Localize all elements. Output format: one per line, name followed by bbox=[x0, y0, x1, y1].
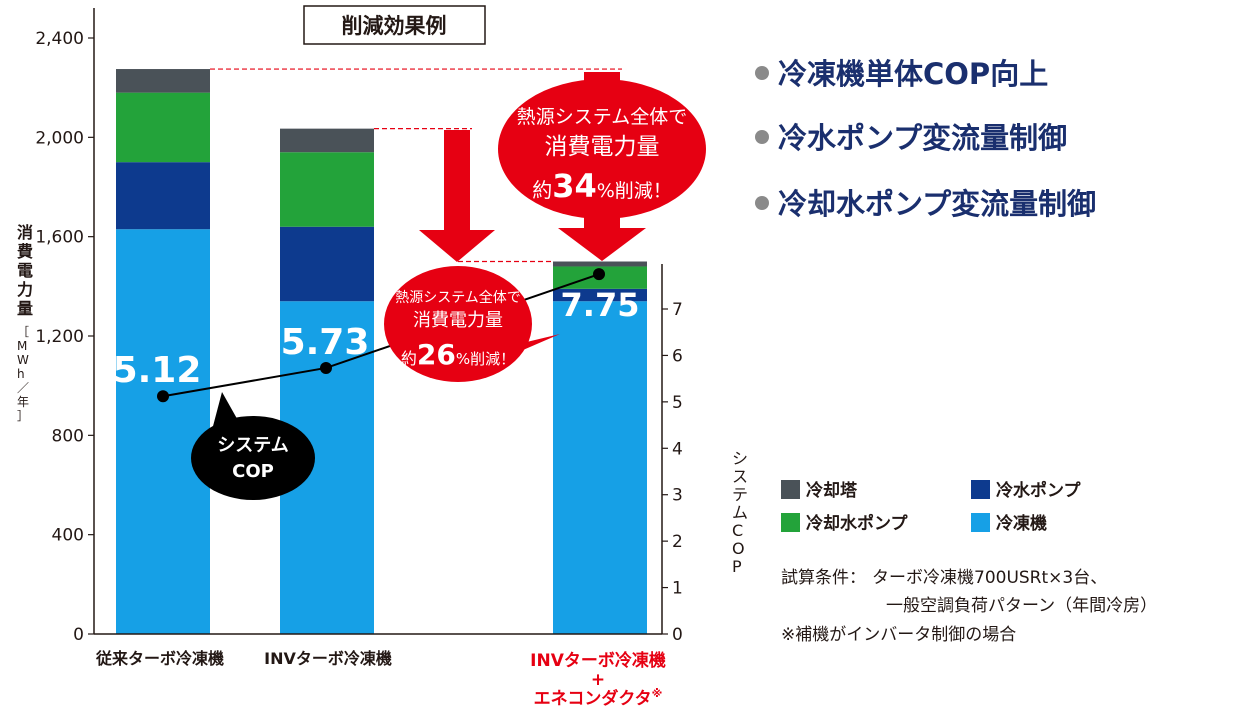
calc-conditions: 試算条件： ターボ冷凍機700USRt×3台、 一般空調負荷パターン（年間冷房）… bbox=[781, 568, 1157, 645]
callout-34-line2: 消費電力量 bbox=[545, 134, 660, 160]
highlight-line3: エネコンダクタ※ bbox=[534, 687, 663, 709]
right-tick-label: 2 bbox=[672, 532, 683, 552]
right-tick-label: 1 bbox=[672, 579, 683, 599]
feature-bullets: 冷凍機単体COP向上 冷水ポンプ変流量制御 冷却水ポンプ変流量制御 bbox=[755, 57, 1096, 221]
cop-line-layer: 5.12 5.73 7.75 bbox=[113, 268, 640, 403]
callout-26-line2: 消費電力量 bbox=[413, 310, 503, 331]
right-tick-label: 6 bbox=[672, 346, 683, 366]
cop-value-label: 5.73 bbox=[281, 322, 370, 363]
right-axis-ticks: 0 1 2 3 4 5 6 7 bbox=[662, 300, 683, 645]
bar-segment bbox=[116, 92, 210, 163]
cop-bubble-line1: システム bbox=[217, 435, 288, 456]
left-axis-ticks: 0 400 800 1,200 1,600 2,000 2,400 bbox=[35, 29, 94, 645]
legend-label-chilled-pump: 冷水ポンプ bbox=[996, 480, 1081, 501]
callout-34-line3: 約34%削減！ bbox=[532, 167, 672, 205]
cop-bubble-line2: COP bbox=[232, 461, 274, 482]
bar-segment bbox=[116, 69, 210, 93]
cop-point bbox=[320, 361, 332, 374]
conditions-line1: ターボ冷凍機700USRt×3台、 bbox=[872, 568, 1107, 588]
bar-segment bbox=[280, 152, 374, 227]
callout-26-line1: 熱源システム全体で bbox=[395, 289, 521, 306]
callout-26: 熱源システム全体で 消費電力量 約26%削減！ bbox=[384, 266, 560, 382]
bar-segment bbox=[553, 288, 647, 302]
left-axis-label: 消費電力量 bbox=[17, 223, 33, 318]
conditions-label: 試算条件： bbox=[781, 568, 866, 588]
category-label-highlight: INVターボ冷凍機 + エネコンダクタ※ bbox=[530, 650, 666, 709]
left-tick-label: 2,400 bbox=[35, 29, 84, 49]
legend-label-chiller: 冷凍機 bbox=[996, 513, 1047, 534]
cop-value-label: 5.12 bbox=[113, 350, 202, 391]
category-label-conventional: 従来ターボ冷凍機 bbox=[95, 649, 224, 668]
left-tick-label: 2,000 bbox=[35, 128, 84, 148]
cop-point bbox=[593, 268, 605, 281]
legend-label-cooling-tower: 冷却塔 bbox=[806, 480, 858, 501]
cop-value-label: 7.75 bbox=[561, 286, 640, 324]
legend-swatch-chiller bbox=[971, 513, 990, 532]
left-tick-label: 0 bbox=[73, 625, 84, 645]
guide-lines bbox=[210, 68, 622, 263]
reduction-arrow-26 bbox=[419, 130, 495, 262]
legend-label-cooling-pump: 冷却水ポンプ bbox=[806, 513, 908, 534]
left-tick-label: 1,600 bbox=[35, 228, 84, 248]
cop-line bbox=[162, 273, 600, 398]
right-tick-label: 0 bbox=[672, 625, 683, 645]
highlight-line2: + bbox=[591, 670, 605, 690]
highlight-line1: INVターボ冷凍機 bbox=[530, 650, 666, 671]
category-label-inv: INVターボ冷凍機 bbox=[264, 649, 392, 668]
conditions-line2: 一般空調負荷パターン（年間冷房） bbox=[886, 596, 1157, 616]
bars-layer bbox=[116, 69, 647, 634]
bar-segment bbox=[116, 229, 210, 634]
left-tick-label: 1,200 bbox=[35, 327, 84, 347]
bar-segment bbox=[553, 261, 647, 267]
left-tick-label: 400 bbox=[52, 526, 84, 546]
system-cop-bubble: システム COP bbox=[191, 392, 315, 500]
legend-swatch-chilled-pump bbox=[971, 480, 990, 499]
right-tick-label: 3 bbox=[672, 486, 683, 506]
cop-point bbox=[157, 390, 169, 403]
callout-34-line1: 熱源システム全体で bbox=[517, 106, 687, 128]
right-tick-label: 7 bbox=[672, 300, 683, 320]
bullet-cooling-pump: 冷却水ポンプ変流量制御 bbox=[778, 187, 1096, 221]
callout-34: 熱源システム全体で 消費電力量 約34%削減！ bbox=[498, 79, 706, 219]
bullet-dot bbox=[755, 196, 769, 210]
right-tick-label: 4 bbox=[672, 439, 683, 459]
legend: 冷却塔 冷水ポンプ 冷却水ポンプ 冷凍機 bbox=[781, 480, 1081, 534]
bar-segment bbox=[553, 301, 647, 634]
left-tick-label: 800 bbox=[52, 426, 84, 446]
bullet-chilled-pump: 冷水ポンプ変流量制御 bbox=[778, 121, 1067, 155]
conditions-note: ※補機がインバータ制御の場合 bbox=[781, 625, 1016, 645]
bullet-dot bbox=[755, 130, 769, 144]
right-axis-label: システム C O P bbox=[732, 449, 748, 576]
bullet-cop: 冷凍機単体COP向上 bbox=[778, 57, 1048, 91]
bar-segment bbox=[116, 162, 210, 230]
bar-segment bbox=[280, 226, 374, 302]
callout-26-line3: 約26%削減！ bbox=[401, 338, 515, 371]
axes bbox=[93, 8, 663, 635]
panel-title-box: 削減効果例 bbox=[303, 5, 486, 45]
bullet-dot bbox=[755, 66, 769, 80]
panel-title: 削減効果例 bbox=[342, 14, 447, 38]
legend-swatch-cooling-tower bbox=[781, 480, 800, 499]
right-tick-label: 5 bbox=[672, 393, 683, 413]
legend-swatch-cooling-pump bbox=[781, 513, 800, 532]
bar-segment bbox=[280, 128, 374, 153]
